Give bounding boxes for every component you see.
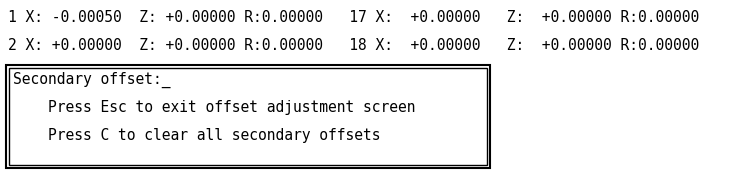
Text: 1 X: -0.00050  Z: +0.00000 R:0.00000   17 X:  +0.00000   Z:  +0.00000 R:0.00000: 1 X: -0.00050 Z: +0.00000 R:0.00000 17 X…: [8, 10, 699, 25]
Text: Press Esc to exit offset adjustment screen: Press Esc to exit offset adjustment scre…: [13, 100, 416, 115]
Text: Press C to clear all secondary offsets: Press C to clear all secondary offsets: [13, 128, 380, 143]
Text: Secondary offset:_: Secondary offset:_: [13, 72, 170, 88]
Bar: [6, 65, 490, 168]
Text: 2 X: +0.00000  Z: +0.00000 R:0.00000   18 X:  +0.00000   Z:  +0.00000 R:0.00000: 2 X: +0.00000 Z: +0.00000 R:0.00000 18 X…: [8, 38, 699, 53]
Bar: [9, 68, 487, 165]
